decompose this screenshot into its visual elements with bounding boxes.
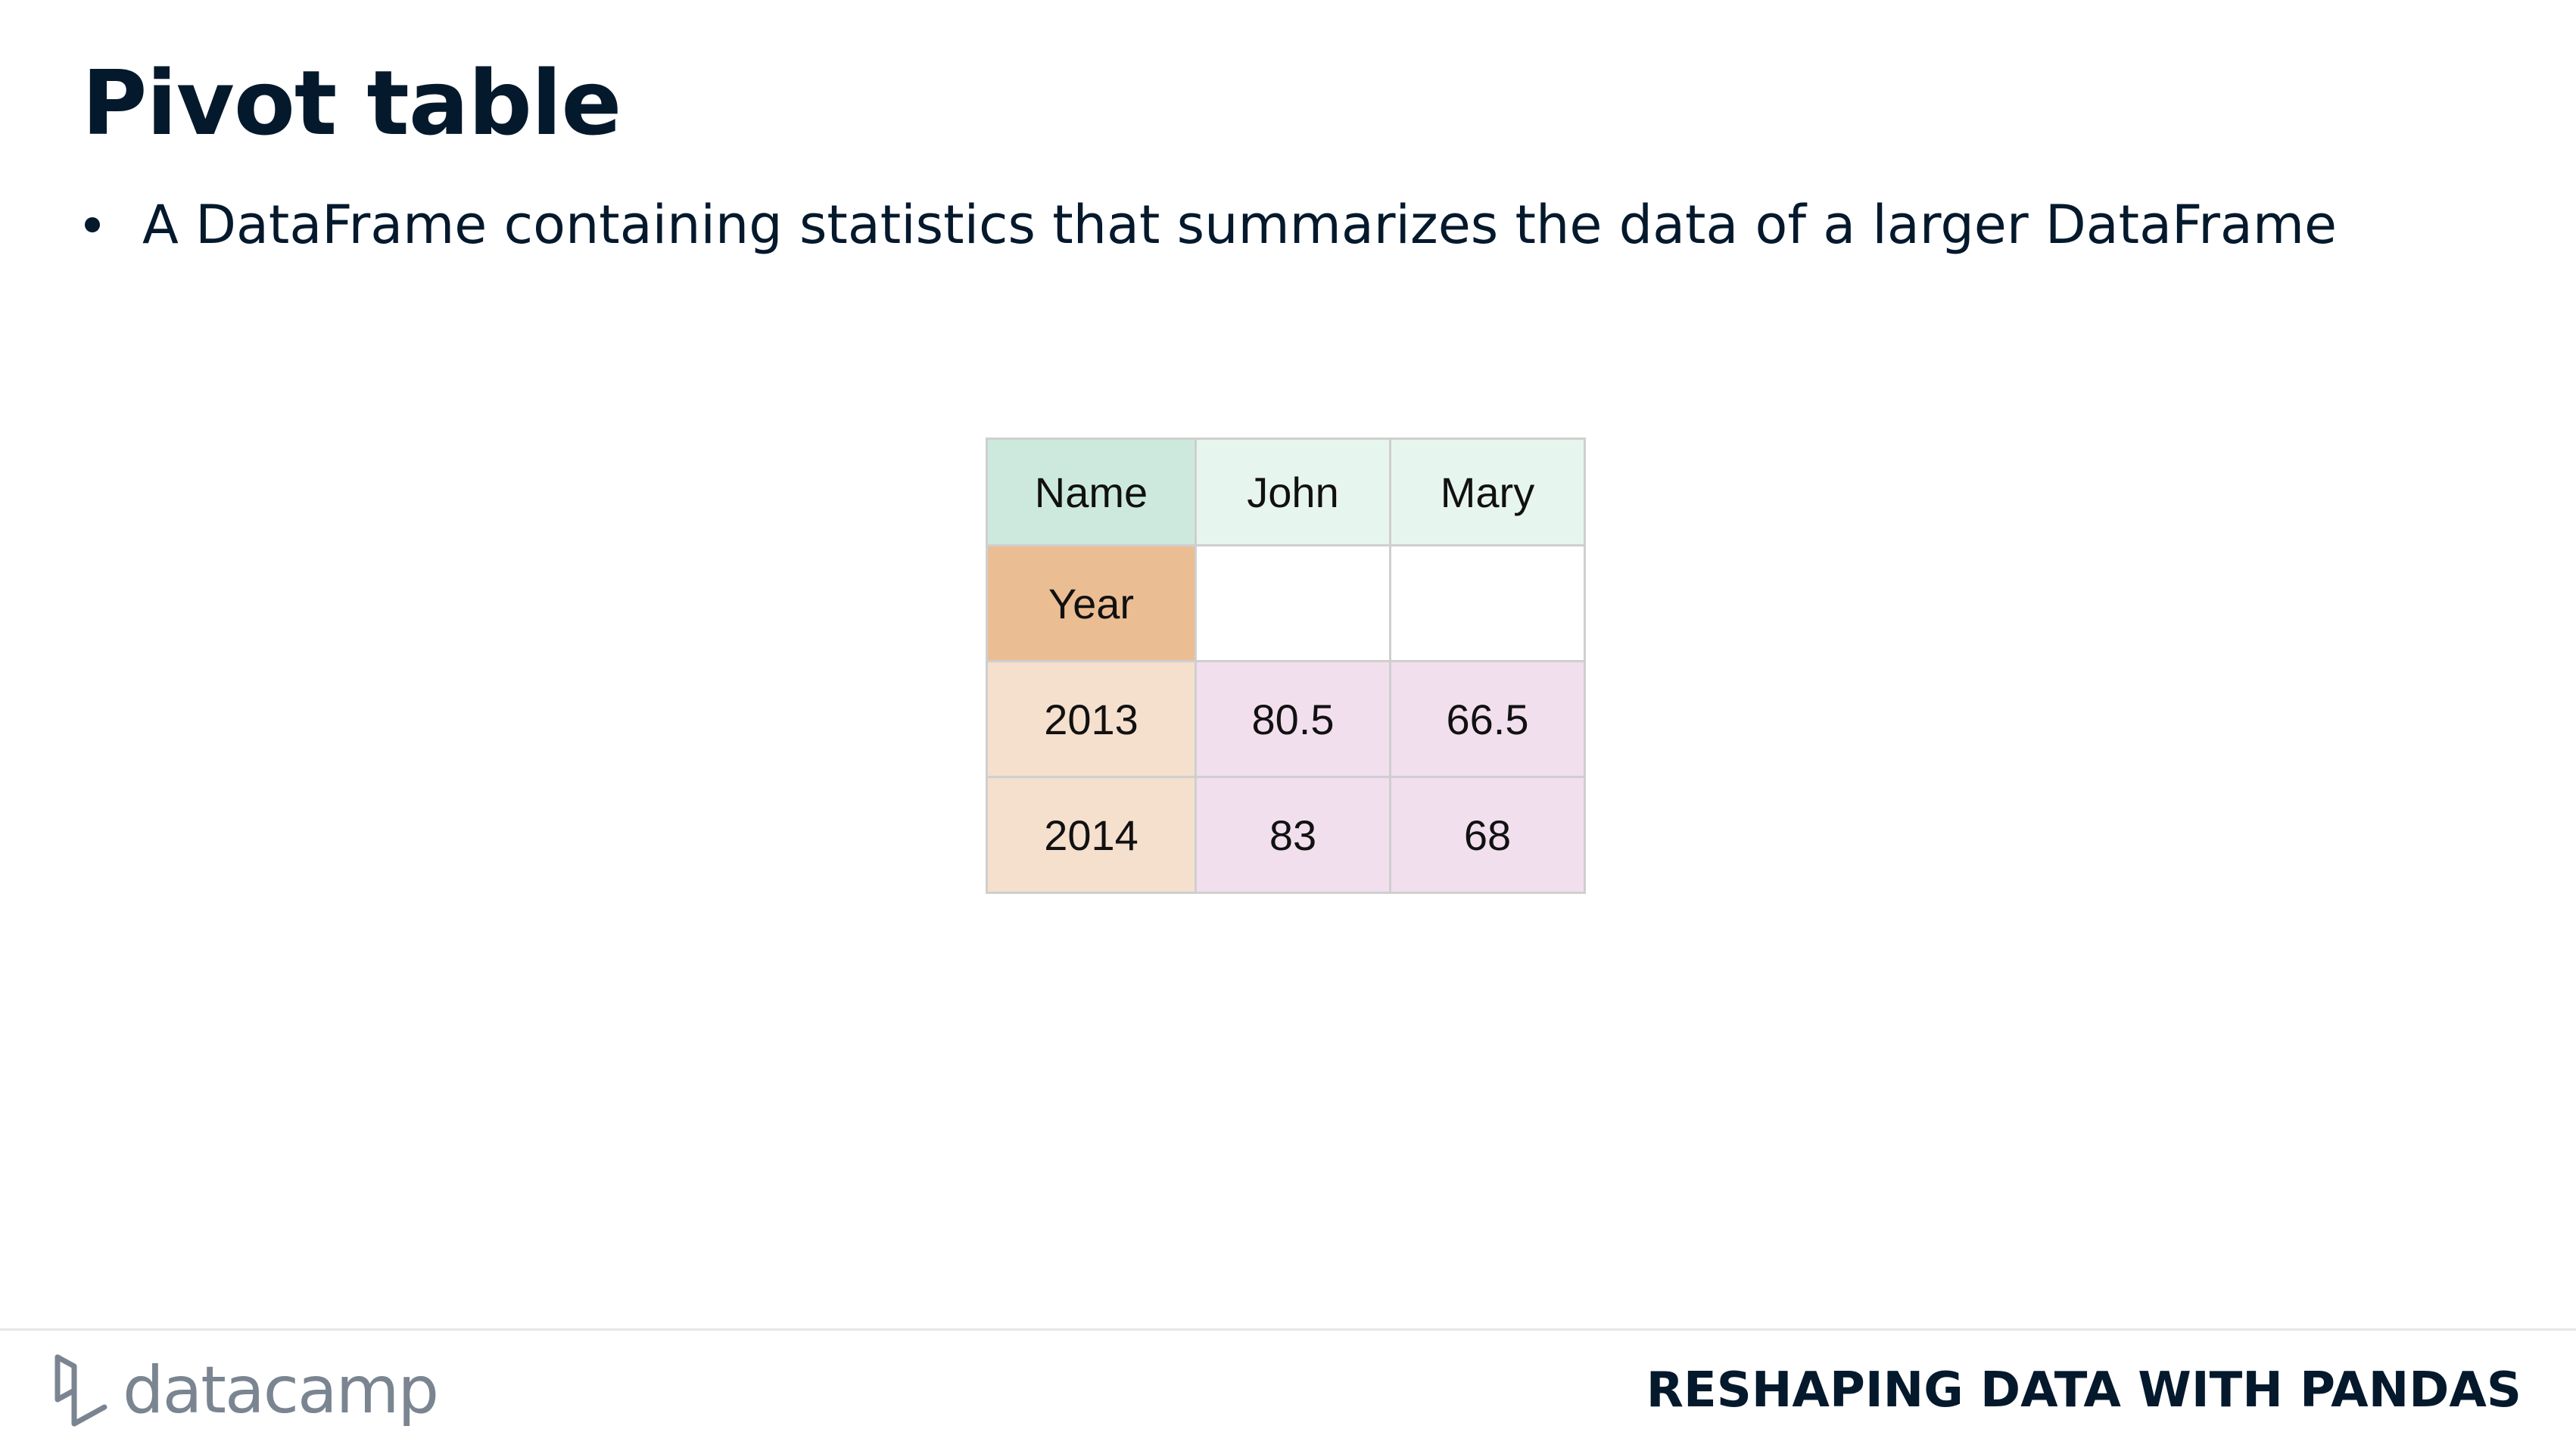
bullet-dot-icon xyxy=(85,217,100,232)
table-index-label-row: Year xyxy=(986,544,1586,662)
bullet-item: A DataFrame containing statistics that s… xyxy=(82,193,2337,257)
course-name: RESHAPING DATA WITH PANDAS xyxy=(1646,1362,2521,1418)
table-row: 2014 83 68 xyxy=(986,776,1586,894)
pivot-table: Name John Mary Year 2013 80.5 66.5 2014 … xyxy=(986,437,1586,894)
index-name-cell: Year xyxy=(986,544,1197,662)
columns-name-cell: Name xyxy=(986,437,1197,546)
slide-title: Pivot table xyxy=(82,51,621,155)
table-row: 2013 80.5 66.5 xyxy=(986,660,1586,778)
empty-cell xyxy=(1195,544,1391,662)
datacamp-logo-icon xyxy=(55,1354,107,1427)
value-cell: 80.5 xyxy=(1195,660,1391,778)
table-header-row: Name John Mary xyxy=(986,437,1586,546)
column-header-mary: Mary xyxy=(1389,437,1586,546)
value-cell: 66.5 xyxy=(1389,660,1586,778)
column-header-john: John xyxy=(1195,437,1391,546)
datacamp-logo: datacamp xyxy=(51,1349,439,1432)
empty-cell xyxy=(1389,544,1586,662)
bullet-list: A DataFrame containing statistics that s… xyxy=(82,193,2337,257)
row-header-cell: 2013 xyxy=(986,660,1197,778)
footer-divider xyxy=(0,1328,2576,1331)
value-cell: 68 xyxy=(1389,776,1586,894)
bullet-text: A DataFrame containing statistics that s… xyxy=(142,194,2338,256)
logo-wordmark: datacamp xyxy=(123,1353,439,1428)
value-cell: 83 xyxy=(1195,776,1391,894)
row-header-cell: 2014 xyxy=(986,776,1197,894)
